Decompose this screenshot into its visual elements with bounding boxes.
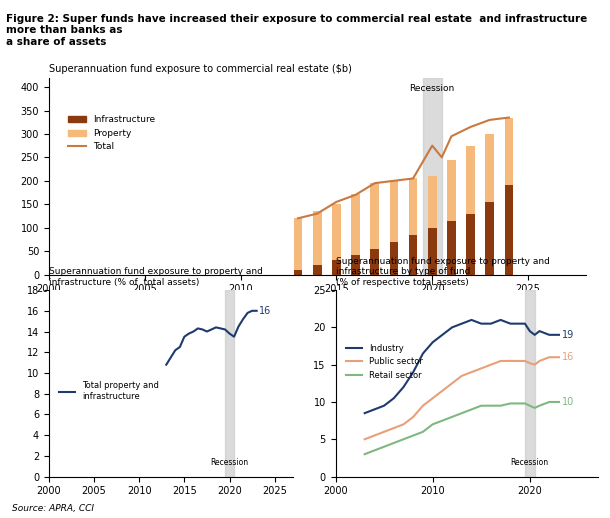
Text: Superannuation fund exposure to property and
infrastructure (% of  total assets): Superannuation fund exposure to property… (49, 267, 263, 286)
Bar (294, 218, 303, 270)
Bar (428, 228, 437, 275)
Bar (351, 255, 360, 275)
Bar (409, 179, 417, 235)
Bar (332, 204, 340, 261)
Text: Recession: Recession (409, 83, 455, 93)
Bar (423, 78, 442, 275)
Text: Superannuation fund exposure to commercial real estate ($b): Superannuation fund exposure to commerci… (49, 64, 352, 74)
Text: 16: 16 (259, 306, 271, 316)
Bar (294, 270, 303, 275)
Bar (370, 183, 379, 249)
Bar (504, 118, 513, 185)
Bar (370, 249, 379, 275)
Text: 19: 19 (562, 330, 574, 340)
Bar (351, 194, 360, 255)
Text: Figure 2: Super funds have increased their exposure to commercial real estate  a: Figure 2: Super funds have increased the… (6, 13, 587, 47)
Bar (390, 242, 398, 275)
Bar (486, 202, 494, 275)
Text: Recession: Recession (511, 458, 549, 467)
Text: Source: APRA, CCI: Source: APRA, CCI (12, 504, 94, 513)
Bar (525, 290, 534, 477)
Bar (332, 261, 340, 275)
Bar (225, 290, 234, 477)
Bar (486, 134, 494, 202)
Text: 16: 16 (562, 352, 574, 362)
Bar (428, 176, 437, 228)
Bar (466, 146, 475, 213)
Legend: Industry, Public sector, Retail sector: Industry, Public sector, Retail sector (342, 341, 426, 383)
Text: 10: 10 (562, 397, 574, 407)
Bar (466, 213, 475, 275)
Text: Recession: Recession (210, 458, 249, 467)
Bar (313, 211, 321, 265)
Legend: Infrastructure, Property, Total: Infrastructure, Property, Total (64, 112, 159, 155)
Bar (447, 221, 456, 275)
Bar (504, 185, 513, 275)
Bar (313, 265, 321, 275)
Legend: Total property and
infrastructure: Total property and infrastructure (56, 378, 162, 404)
Bar (390, 181, 398, 242)
Text: Superannuation fund exposure to property and
infrastructure by type of fund
(% o: Superannuation fund exposure to property… (336, 257, 550, 286)
Bar (409, 235, 417, 275)
Bar (447, 160, 456, 221)
